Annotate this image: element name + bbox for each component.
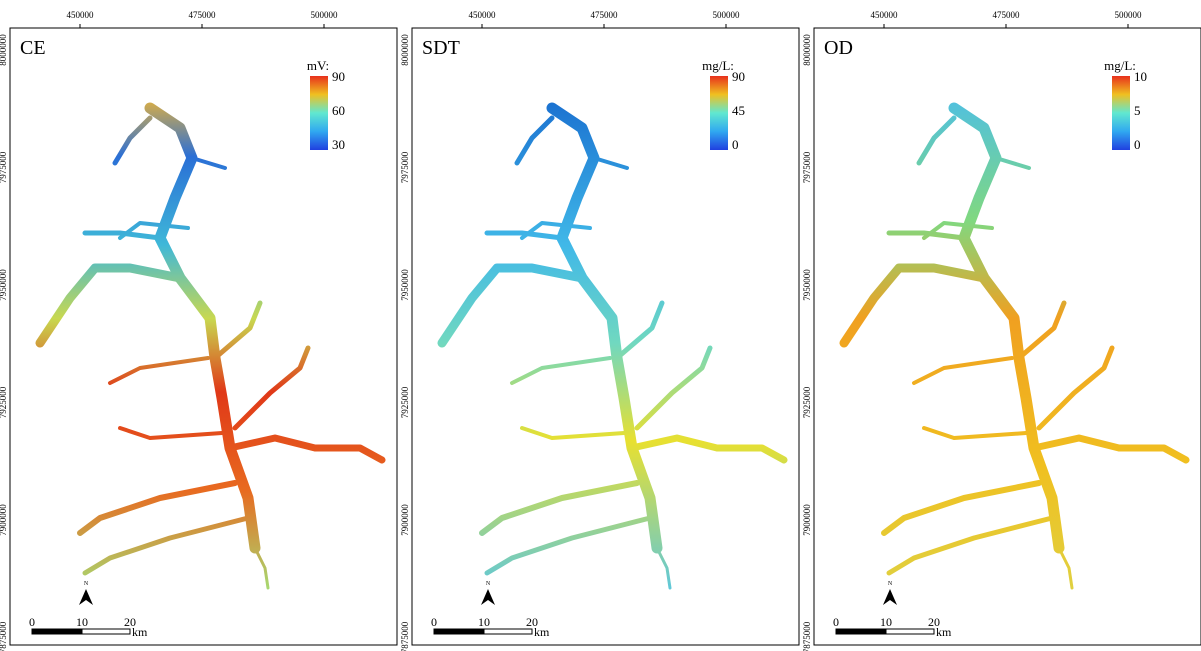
y-tick-label: 7975000 (0, 151, 8, 183)
x-tick-label: 500000 (311, 10, 339, 20)
y-tick-label: 7875000 (802, 621, 812, 651)
colorbar (710, 76, 728, 150)
y-tick-label: 7950000 (0, 269, 8, 301)
panel-label: OD (824, 37, 853, 59)
x-tick-label: 500000 (1115, 10, 1143, 20)
legend-title: mg/L: (702, 58, 734, 73)
panel-label: CE (20, 37, 46, 59)
y-tick-label: 8000000 (400, 34, 410, 66)
y-tick-label: 7875000 (400, 621, 410, 651)
legend-label: 5 (1134, 103, 1141, 118)
x-tick-label: 500000 (713, 10, 741, 20)
x-tick-label: 475000 (591, 10, 619, 20)
scale-unit: km (534, 625, 550, 639)
x-tick-label: 450000 (67, 10, 95, 20)
scale-black (434, 629, 484, 634)
north-label: N (486, 581, 491, 587)
legend-label: 0 (732, 137, 739, 152)
scale-label: 10 (478, 615, 490, 629)
scale-white (886, 629, 934, 634)
y-tick-label: 7925000 (400, 386, 410, 418)
north-label: N (888, 581, 893, 587)
y-tick-label: 7900000 (400, 504, 410, 536)
legend-label: 30 (332, 137, 345, 152)
scale-unit: km (132, 625, 148, 639)
y-tick-label: 7900000 (802, 504, 812, 536)
scale-label: 0 (833, 615, 839, 629)
x-tick-label: 450000 (871, 10, 899, 20)
panel-frame (10, 28, 397, 645)
y-tick-label: 7900000 (0, 504, 8, 536)
panel-label: SDT (422, 37, 460, 59)
legend-label: 10 (1134, 69, 1147, 84)
y-tick-label: 8000000 (802, 34, 812, 66)
legend-label: 0 (1134, 137, 1141, 152)
x-tick-label: 475000 (993, 10, 1021, 20)
scale-label: 0 (431, 615, 437, 629)
legend-title: mg/L: (1104, 58, 1136, 73)
map-panel: 450000 475000 500000 8000000 7975000 7950000 7… (400, 10, 799, 651)
figure: 4500004750005000008000000797500079500007… (0, 0, 1201, 651)
y-tick-label: 7925000 (0, 386, 8, 418)
y-tick-label: 7875000 (0, 621, 8, 651)
scale-black (836, 629, 886, 634)
x-tick-label: 450000 (469, 10, 497, 20)
scale-label: 10 (880, 615, 892, 629)
legend-label: 90 (332, 69, 345, 84)
scale-unit: km (936, 625, 952, 639)
scale-label: 0 (29, 615, 35, 629)
map-panel: 450000 475000 500000 8000000 7975000 7950000 7… (802, 10, 1201, 651)
colorbar (310, 76, 328, 150)
north-label: N (84, 581, 89, 587)
panel-frame (412, 28, 799, 645)
y-tick-label: 7950000 (802, 269, 812, 301)
x-tick-label: 475000 (189, 10, 217, 20)
colorbar (1112, 76, 1130, 150)
map-panel: 450000 475000 500000 8000000 7975000 7950000 7… (0, 10, 397, 651)
scale-black (32, 629, 82, 634)
legend-title: mV: (307, 58, 329, 73)
legend-label: 60 (332, 103, 345, 118)
scale-white (82, 629, 130, 634)
scale-label: 10 (76, 615, 88, 629)
y-tick-label: 7925000 (802, 386, 812, 418)
panel-frame (814, 28, 1201, 645)
legend-label: 45 (732, 103, 745, 118)
y-tick-label: 8000000 (0, 34, 8, 66)
y-tick-label: 7975000 (400, 151, 410, 183)
y-tick-label: 7975000 (802, 151, 812, 183)
legend-label: 90 (732, 69, 745, 84)
scale-white (484, 629, 532, 634)
y-tick-label: 7950000 (400, 269, 410, 301)
